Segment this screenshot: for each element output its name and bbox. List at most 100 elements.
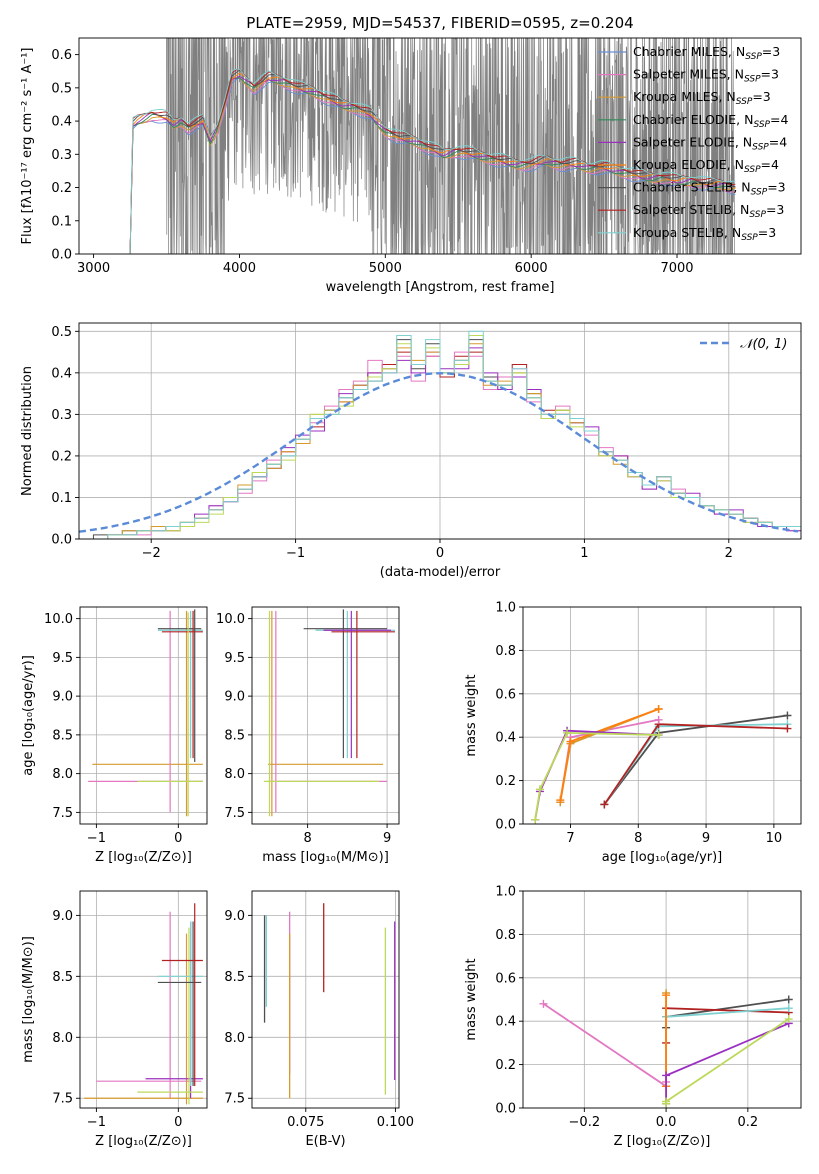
y-tick-label: 1.0 [495, 601, 516, 616]
y-tick-label: 0.6 [51, 48, 72, 63]
plot-area [263, 903, 396, 1099]
y-tick-label: 9.0 [224, 909, 245, 924]
mass-weight-line [665, 1018, 790, 1104]
x-tick-label: −1 [87, 1115, 106, 1130]
y-tick-label: 9.0 [224, 690, 245, 705]
y-tick-label: 0.5 [51, 325, 72, 340]
x-axis-label: wavelength [Angstrom, rest frame] [326, 280, 555, 295]
y-tick-label: 0.2 [495, 774, 516, 789]
y-tick-label: 1.0 [495, 885, 516, 900]
legend-entry: Kroupa MILES, NSSP=3 [633, 89, 771, 107]
mass-weight-line [542, 1003, 667, 1088]
residual-histogram [93, 330, 801, 539]
x-tick-label: 6000 [515, 261, 548, 276]
y-tick-label: 0.6 [495, 971, 516, 986]
x-tick-label: 5000 [369, 261, 402, 276]
normal-reference-curve [79, 372, 799, 533]
axes-frame [251, 606, 400, 825]
legend-entry: Salpeter STELIB, NSSP=3 [633, 202, 784, 220]
y-tick-label: 7.5 [52, 806, 73, 821]
mass-weight-point [662, 1097, 671, 1106]
y-tick-label: 0.4 [495, 731, 516, 746]
y-tick-label: 0.8 [495, 928, 516, 943]
mass-weight-line [534, 729, 659, 820]
mass-weight-point [535, 785, 544, 794]
observed-spectrum-line [166, 38, 736, 254]
mass-weight-point [531, 815, 540, 824]
y-tick-label: 8.0 [52, 767, 73, 782]
x-axis-label: Z [log₁₀(Z/Z⊙)] [614, 1134, 711, 1149]
y-tick-label: 0.0 [51, 248, 72, 263]
axes-frame [79, 890, 208, 1109]
chart-panel-1: Chabrier MILES, NSSP=3 Salpeter MILES, NS… [20, 14, 802, 295]
residual-histogram [93, 351, 801, 539]
y-tick-label: 0.0 [495, 818, 516, 833]
y-tick-label: 0.4 [51, 115, 72, 130]
plot-area [539, 988, 793, 1108]
x-tick-label: 0 [174, 1115, 182, 1130]
y-tick-label: 8.5 [224, 970, 245, 985]
mass-weight-point [654, 715, 663, 724]
y-tick-label: 9.5 [52, 651, 73, 666]
mass-weight-point [784, 1015, 793, 1024]
y-tick-label: 9.0 [52, 690, 73, 705]
axes-frame [522, 890, 802, 1109]
chart-panel-7: 0.075 0.100 7.5 8.0 8.5 9.0 E(B-V) [224, 890, 414, 1149]
x-tick-label: 8 [303, 831, 311, 846]
y-tick-label: 8.5 [52, 970, 73, 985]
y-tick-label: 0.4 [51, 366, 72, 381]
x-tick-label: 7000 [660, 261, 693, 276]
legend-entry: Chabrier ELODIE, NSSP=4 [633, 112, 788, 130]
mass-weight-point [662, 991, 671, 1000]
mass-weight-point [654, 731, 663, 740]
y-tick-label: 0.3 [51, 408, 72, 423]
x-tick-label: −0.2 [569, 1115, 601, 1130]
model-spectrum-line [129, 68, 736, 254]
legend-entry: Salpeter MILES, NSSP=3 [633, 67, 779, 85]
y-tick-label: 0.2 [51, 181, 72, 196]
y-tick-label: 8.0 [224, 767, 245, 782]
x-tick-label: 8 [634, 831, 642, 846]
plot-area [79, 330, 801, 539]
legend-entry: Chabrier MILES, NSSP=3 [633, 44, 780, 62]
y-tick-label: 9.0 [52, 909, 73, 924]
y-tick-label: 8.5 [52, 728, 73, 743]
legend-entry: Kroupa STELIB, NSSP=3 [633, 225, 776, 243]
mass-weight-point [654, 704, 663, 713]
x-tick-label: 0.100 [377, 1115, 414, 1130]
model-spectrum-line [129, 77, 736, 254]
y-axis-label: mass weight [464, 958, 479, 1040]
chart-panel-8: −0.2 0.0 0.2 0.0 0.2 0.4 0.6 0.8 1.0 Z [log₁₀(Z/Z… [464, 885, 802, 1149]
plot-area [531, 704, 792, 824]
mass-weight-line [603, 714, 788, 806]
x-tick-label: 1 [580, 546, 588, 561]
legend-entry: Chabrier STELIB, NSSP=3 [633, 180, 786, 198]
y-tick-label: 0.1 [51, 491, 72, 506]
x-tick-label: 2 [725, 546, 733, 561]
y-axis-label: Normed distribution [20, 366, 35, 496]
mass-weight-line [534, 731, 659, 820]
y-tick-label: 8.0 [52, 1031, 73, 1046]
x-tick-label: 9 [383, 831, 391, 846]
y-tick-label: 0.6 [495, 687, 516, 702]
x-tick-label: 7 [566, 831, 574, 846]
y-axis-label: mass [log₁₀(M/M⊙)] [21, 936, 36, 1063]
y-tick-label: 0.5 [51, 81, 72, 96]
y-tick-label: 8.5 [224, 728, 245, 743]
mass-weight-point [783, 724, 792, 733]
chart-title: PLATE=2959, MJD=54537, FIBERID=0595, z=0… [246, 14, 633, 32]
x-axis-label: (data-model)/error [380, 565, 501, 580]
mass-weight-point [539, 999, 548, 1008]
mass-weight-line [603, 723, 788, 806]
y-tick-label: 10.0 [44, 612, 73, 627]
x-tick-label: 0 [174, 831, 182, 846]
residual-histogram [92, 339, 801, 539]
y-tick-label: 0.0 [51, 533, 72, 548]
x-tick-label: 0.075 [287, 1115, 324, 1130]
mass-weight-point [784, 1004, 793, 1013]
x-tick-label: 3000 [77, 261, 110, 276]
model-spectrum-line [129, 76, 736, 254]
mass-weight-point [783, 711, 792, 720]
